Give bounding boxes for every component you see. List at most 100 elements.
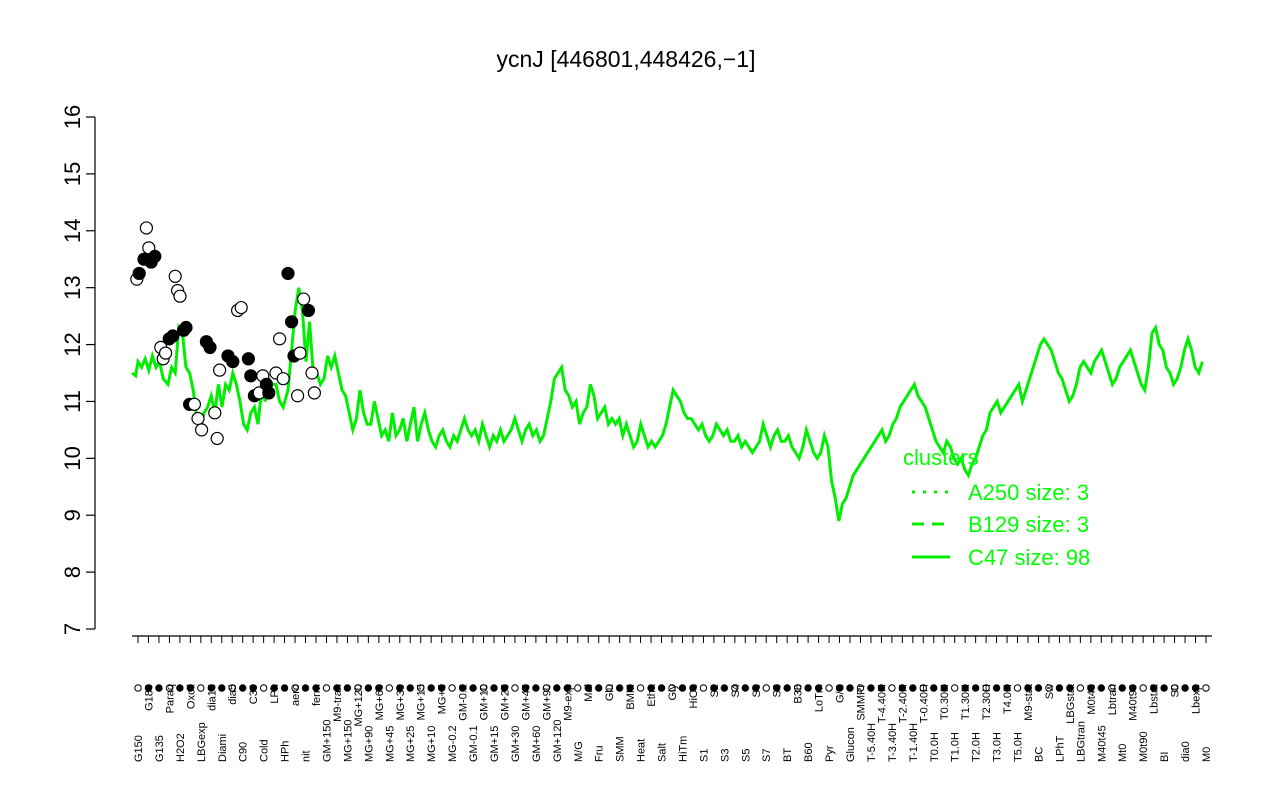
x-rug-marker	[877, 684, 886, 692]
x-tick-label: T-3.40H	[887, 723, 899, 762]
x-rug-marker	[521, 684, 530, 692]
x-tick-label: T5.0H	[1013, 732, 1025, 762]
x-rug-marker	[971, 684, 980, 692]
x-tick-label: T2.0H	[971, 732, 983, 762]
x-tick-label: Oxctl	[185, 684, 197, 709]
x-tick-label: G150	[133, 735, 145, 762]
x-rug-marker	[647, 684, 655, 692]
x-tick-label: GM+120	[552, 720, 564, 763]
x-tick-label: M0t45	[1086, 684, 1098, 715]
x-tick-label: LBGstat	[1065, 684, 1077, 724]
data-point	[297, 292, 311, 306]
x-axis: G150 G180 G135 Paraq H2O2 Oxctl LBGexp dia15 Dia…	[132, 635, 1213, 763]
x-rug-marker	[951, 684, 959, 692]
x-rug-marker	[720, 684, 729, 692]
x-tick-label: T-0.40H	[918, 684, 930, 723]
x-rug-marker	[626, 684, 634, 692]
x-rug-marker	[1013, 684, 1022, 692]
data-point	[273, 332, 287, 346]
x-tick-label: Lbtran	[1107, 684, 1119, 715]
y-tick-label: 12	[60, 332, 85, 356]
x-rug-marker	[793, 684, 802, 692]
x-tick-label: M9-stat	[1023, 684, 1035, 721]
x-rug-marker	[1066, 684, 1074, 692]
x-rug-marker	[417, 684, 425, 692]
x-tick-label: GM+30	[510, 726, 522, 762]
x-rug-marker	[710, 684, 718, 692]
x-rug-marker	[1160, 684, 1168, 692]
legend-entry-b129: B129 size: 3	[968, 512, 1089, 537]
x-tick-label: Etha	[646, 683, 658, 707]
x-tick-label: MG+10	[426, 726, 438, 762]
x-rug-marker	[888, 684, 896, 692]
x-rug-marker	[333, 684, 341, 692]
x-rug-marker	[846, 684, 854, 692]
x-rug-marker	[312, 684, 320, 692]
x-rug-marker	[1181, 684, 1189, 692]
x-rug-marker	[909, 684, 917, 692]
x-tick-label: Glu	[604, 684, 616, 701]
x-tick-label: HiOs	[688, 684, 700, 709]
data-point	[293, 346, 307, 360]
data-point	[281, 266, 295, 281]
y-axis: 7 8 9 10 11 12 13 14 15 16	[60, 105, 96, 635]
x-rug-marker	[542, 684, 551, 692]
y-tick-label: 9	[60, 509, 85, 521]
x-rug-marker	[155, 684, 163, 692]
x-rug-marker	[699, 684, 708, 692]
data-point	[179, 320, 193, 335]
x-tick-label: S1	[698, 749, 710, 762]
x-tick-label: Lbexp	[1191, 684, 1203, 714]
x-tick-label: GM-0.1	[468, 725, 480, 762]
x-tick-label: B36	[793, 684, 805, 704]
x-tick-label: S5	[740, 749, 752, 762]
x-rug-marker	[228, 684, 236, 692]
x-tick-label: SMM	[615, 736, 627, 762]
data-point	[139, 221, 153, 235]
x-rug-marker	[134, 684, 142, 692]
x-tick-label: T1.30H	[960, 684, 972, 720]
x-rug-marker	[1024, 684, 1032, 692]
x-tick-label: MG+60	[374, 684, 386, 720]
data-point	[187, 397, 201, 411]
x-rug-marker	[898, 684, 907, 692]
x-tick-label: Diami	[217, 734, 229, 762]
x-rug-marker	[553, 684, 561, 692]
data-point	[307, 386, 321, 400]
data-point	[173, 289, 187, 303]
x-rug-marker	[1170, 684, 1179, 692]
x-tick-label: S8	[772, 684, 784, 697]
x-rug-marker	[856, 684, 865, 692]
data-point	[195, 423, 209, 437]
x-tick-label: GM+15	[489, 726, 501, 762]
x-rug-marker	[1149, 684, 1158, 692]
x-tick-label: aero	[290, 684, 302, 706]
x-tick-label: M9-tran	[332, 684, 344, 722]
x-tick-label: S6	[751, 684, 763, 697]
x-rug-marker	[1034, 684, 1043, 692]
x-rug-marker	[1097, 684, 1105, 692]
data-point	[132, 266, 146, 281]
x-tick-label: T3.0H	[992, 732, 1004, 762]
x-tick-label: LPh	[269, 684, 281, 704]
x-rug-marker	[490, 684, 498, 692]
x-tick-label: G135	[154, 735, 166, 762]
x-rug-marker	[992, 684, 1001, 692]
x-rug-marker	[678, 684, 687, 692]
data-point	[285, 315, 299, 329]
marker-layer	[130, 221, 321, 446]
x-tick-label: Sw	[1044, 684, 1056, 699]
x-rug-marker	[343, 684, 352, 692]
x-tick-label: MG+15	[416, 684, 428, 720]
x-rug-marker	[584, 684, 592, 692]
x-rug-marker	[615, 684, 624, 692]
x-tick-label: GM+25	[499, 684, 511, 720]
x-rug-marker	[364, 684, 373, 692]
x-rug-marker	[249, 684, 257, 692]
data-point	[291, 389, 305, 403]
x-tick-label: M/G	[573, 741, 585, 762]
x-rug-marker	[458, 684, 467, 692]
x-rug-marker	[291, 684, 299, 692]
x-rug-marker	[186, 684, 195, 692]
data-point	[301, 303, 315, 318]
